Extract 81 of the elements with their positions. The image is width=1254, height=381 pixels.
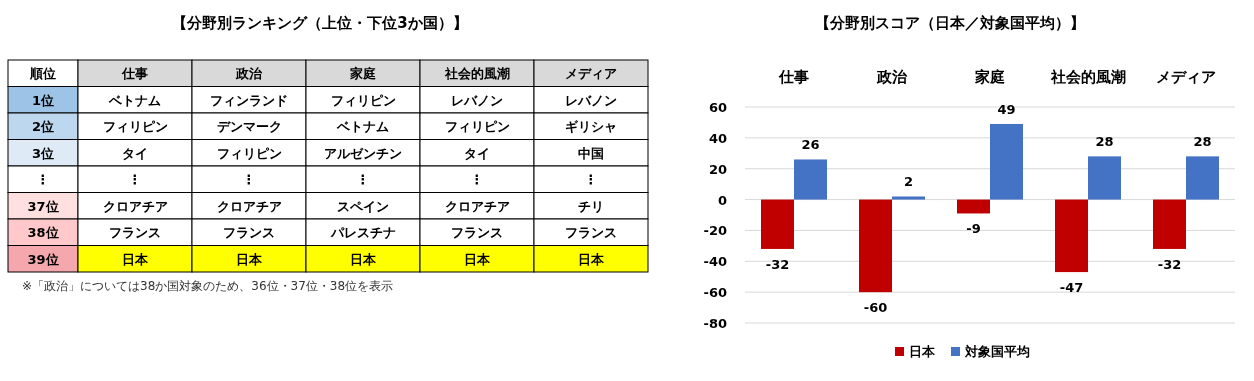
text: クロアチア (444, 198, 510, 214)
category-label: 3位 (31, 145, 55, 161)
x-tick-label: 家庭 (974, 68, 1005, 86)
y-tick-label: 0 (717, 192, 727, 208)
text: 中国 (578, 145, 604, 161)
x-tick-label: 仕事 (778, 68, 809, 86)
text: ⋮ (242, 172, 256, 188)
text: スペイン (337, 198, 389, 214)
text: フィリピン (216, 145, 282, 161)
data-label: 28 (1095, 134, 1114, 150)
text: ⋮ (356, 172, 370, 188)
text: デンマーク (216, 119, 282, 135)
text: フランス (109, 225, 161, 241)
bar (1088, 156, 1121, 200)
category-label: 38位 (27, 225, 59, 241)
text: タイ (464, 145, 490, 161)
text: 日本 (122, 251, 148, 267)
text: 【分野別ランキング（上位・下位3か国）】 (172, 14, 468, 32)
text: レバノン (565, 92, 617, 108)
data-label: -32 (765, 256, 790, 272)
text: 日本 (236, 251, 262, 267)
bar (859, 199, 892, 293)
text: タイ (122, 145, 148, 161)
text: アルゼンチン (324, 145, 402, 161)
text: フランス (451, 225, 503, 241)
y-tick-label: 60 (708, 100, 727, 115)
bar (1186, 156, 1219, 200)
text: フィリピン (102, 119, 168, 135)
text: レバノン (451, 92, 503, 108)
x-tick-label: 社会的風潮 (1049, 68, 1126, 86)
text: ⋮ (470, 172, 484, 188)
bar (1153, 199, 1186, 249)
text: クロアチア (216, 198, 282, 214)
y-tick-label: -40 (703, 254, 727, 270)
bar (761, 199, 794, 249)
text: ⋮ (584, 172, 598, 188)
legend-label: 対象国平均 (964, 344, 1030, 359)
text: クロアチア (102, 198, 168, 214)
text: ⋮ (128, 172, 142, 188)
bar (990, 123, 1023, 200)
data-label: -60 (863, 300, 888, 316)
category-label: ⋮ (36, 172, 50, 188)
y-tick-label: -60 (703, 285, 727, 301)
text: フィリピン (330, 92, 396, 108)
y-tick-label: 40 (708, 130, 727, 146)
text: 日本 (350, 251, 376, 267)
text: ベトナム (109, 92, 161, 108)
bar (892, 196, 925, 200)
x-tick-label: メディア (1156, 68, 1216, 86)
text: チリ (578, 198, 604, 214)
data-label: 26 (801, 137, 820, 153)
category-label: 1位 (31, 92, 55, 108)
text: ギリシャ (565, 119, 617, 135)
legend-label: 日本 (909, 344, 936, 359)
x-tick-label: 政治 (876, 68, 908, 86)
text: ※「政治」については38か国対象のため、36位・37位・38位を表示 (22, 279, 394, 293)
text: 日本 (464, 251, 490, 267)
data-label: -9 (966, 221, 981, 237)
category-label: 37位 (27, 198, 59, 214)
text: フィリピン (444, 119, 510, 135)
text: 日本 (578, 251, 604, 267)
text: パレスチナ (330, 225, 396, 241)
data-label: 2 (903, 174, 914, 190)
text: 順位 (29, 66, 56, 82)
bar (794, 159, 827, 200)
data-label: 49 (997, 101, 1016, 117)
y-tick-label: -20 (703, 223, 727, 239)
category-label: 2位 (31, 119, 55, 135)
data-label: -32 (1157, 256, 1182, 272)
text: フランス (223, 225, 275, 241)
y-tick-label: 20 (708, 161, 727, 177)
text: フランス (565, 225, 617, 241)
bar (1055, 199, 1088, 273)
category-label: 39位 (27, 251, 59, 267)
y-tick-label: -80 (703, 316, 727, 331)
text: フィンランド (210, 92, 288, 108)
bar (957, 199, 990, 214)
data-label: 28 (1193, 134, 1212, 150)
chart-title: 【分野別スコア（日本／対象国平均）】 (815, 14, 1085, 32)
data-label: -47 (1059, 280, 1084, 296)
text: ベトナム (337, 119, 389, 135)
